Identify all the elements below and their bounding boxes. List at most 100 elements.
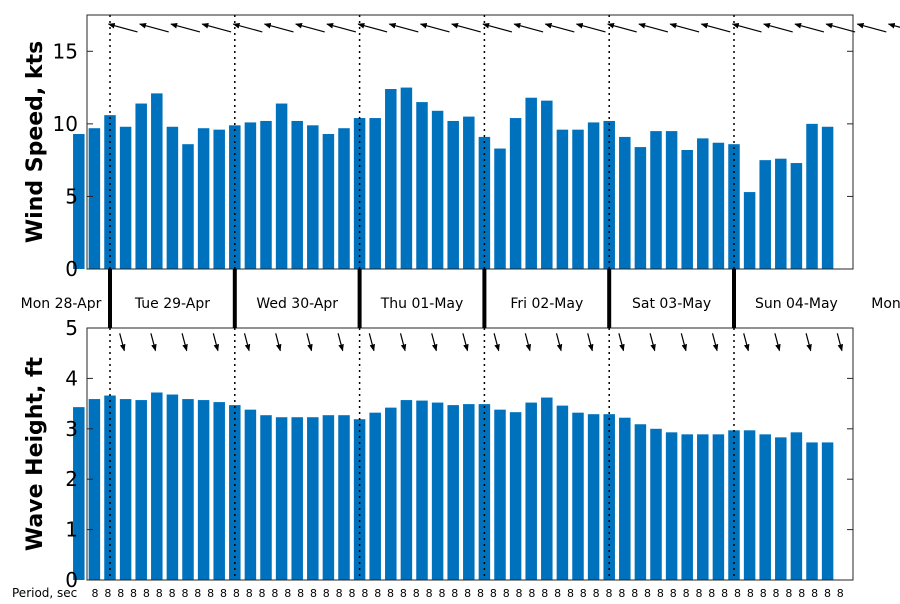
period-value: 8 [644,587,651,600]
wave-bar [666,432,678,580]
period-value: 8 [271,587,278,600]
wave-arrow [713,333,718,350]
wave-arrow [151,333,156,350]
wind-bar [588,122,600,269]
wave-bar [245,410,257,580]
period-value: 8 [361,587,368,600]
period-value: 8 [323,587,330,600]
period-value: 8 [156,587,163,600]
wave-bar [369,413,381,580]
wind-bar [759,160,771,269]
period-value: 8 [503,587,510,600]
period-value: 8 [104,587,111,600]
wind-bar [245,122,257,269]
wave-bar [619,418,631,580]
period-value: 8 [490,587,497,600]
wind-ytick-label: 10 [53,112,78,136]
wave-bar [89,399,101,580]
day-label: Mon [871,296,900,312]
period-value: 8 [695,587,702,600]
wind-bar [89,128,101,269]
period-value: 8 [580,587,587,600]
wind-bar [135,104,147,269]
day-label: Mon 28-Apr [21,296,102,312]
wave-arrow [369,333,374,350]
wind-arrow [421,24,450,32]
period-value: 8 [516,587,523,600]
wave-bar [681,434,693,580]
wave-bar [806,442,818,580]
wind-bar [603,121,615,269]
wind-ytick-label: 0 [65,257,78,281]
period-value: 8 [567,587,574,600]
wind-bar [401,88,413,269]
wave-bar [432,403,444,580]
wind-arrow [358,24,387,32]
wind-arrow [452,24,481,32]
period-value: 8 [284,587,291,600]
wind-arrow [608,24,637,32]
wind-bar [744,192,756,269]
wave-arrow [525,333,530,350]
wave-ytick-label: 4 [65,366,78,390]
wave-bar [650,429,662,580]
period-value: 8 [811,587,818,600]
wave-bar [213,402,225,580]
wind-bar [120,127,132,269]
wave-bar [697,434,709,580]
wave-bar [775,437,787,580]
period-value: 8 [824,587,831,600]
period-value: 8 [426,587,433,600]
wind-arrow [795,24,824,32]
day-label: Tue 29-Apr [134,296,210,312]
wave-bar [401,400,413,580]
period-value: 8 [734,587,741,600]
wind-bar [619,137,631,269]
wind-bar [104,115,116,269]
period-value: 8 [207,587,214,600]
wind-bar [775,159,787,269]
period-value: 8 [593,587,600,600]
wind-arrow [577,24,606,32]
wave-bar [120,399,132,580]
wind-bar [151,93,163,269]
wave-arrow [775,333,780,350]
period-value: 8 [721,587,728,600]
wind-bar [822,127,834,269]
wind-bar [291,121,303,269]
period-value: 8 [785,587,792,600]
period-value: 8 [528,587,535,600]
wave-bar [276,417,288,580]
wave-bar [541,398,553,580]
wind-arrow [826,24,855,32]
wind-arrow [233,24,262,32]
wind-ytick-label: 5 [65,184,78,208]
wave-ytick-label: 2 [65,467,78,491]
wind-arrow [265,24,294,32]
wave-ytick-label: 3 [65,417,78,441]
wave-bar [291,417,303,580]
wind-arrow [733,24,762,32]
day-label: Thu 01-May [380,296,464,312]
wave-bar [463,404,475,580]
wind-arrow [764,24,793,32]
period-value: 8 [181,587,188,600]
wind-arrow [857,24,886,32]
day-label: Sun 04-May [755,296,838,312]
wind-arrow [483,24,512,32]
wave-bar [338,415,350,580]
period-value: 8 [554,587,561,600]
wave-bar [510,412,521,580]
wave-bar [525,403,537,580]
wave-bar [494,410,506,580]
period-value: 8 [400,587,407,600]
wind-bar [447,121,459,269]
period-value: 8 [606,587,613,600]
wave-arrow [182,333,187,350]
wave-ytick-label: 1 [65,518,78,542]
wind-bar [541,101,553,269]
period-value: 8 [477,587,484,600]
